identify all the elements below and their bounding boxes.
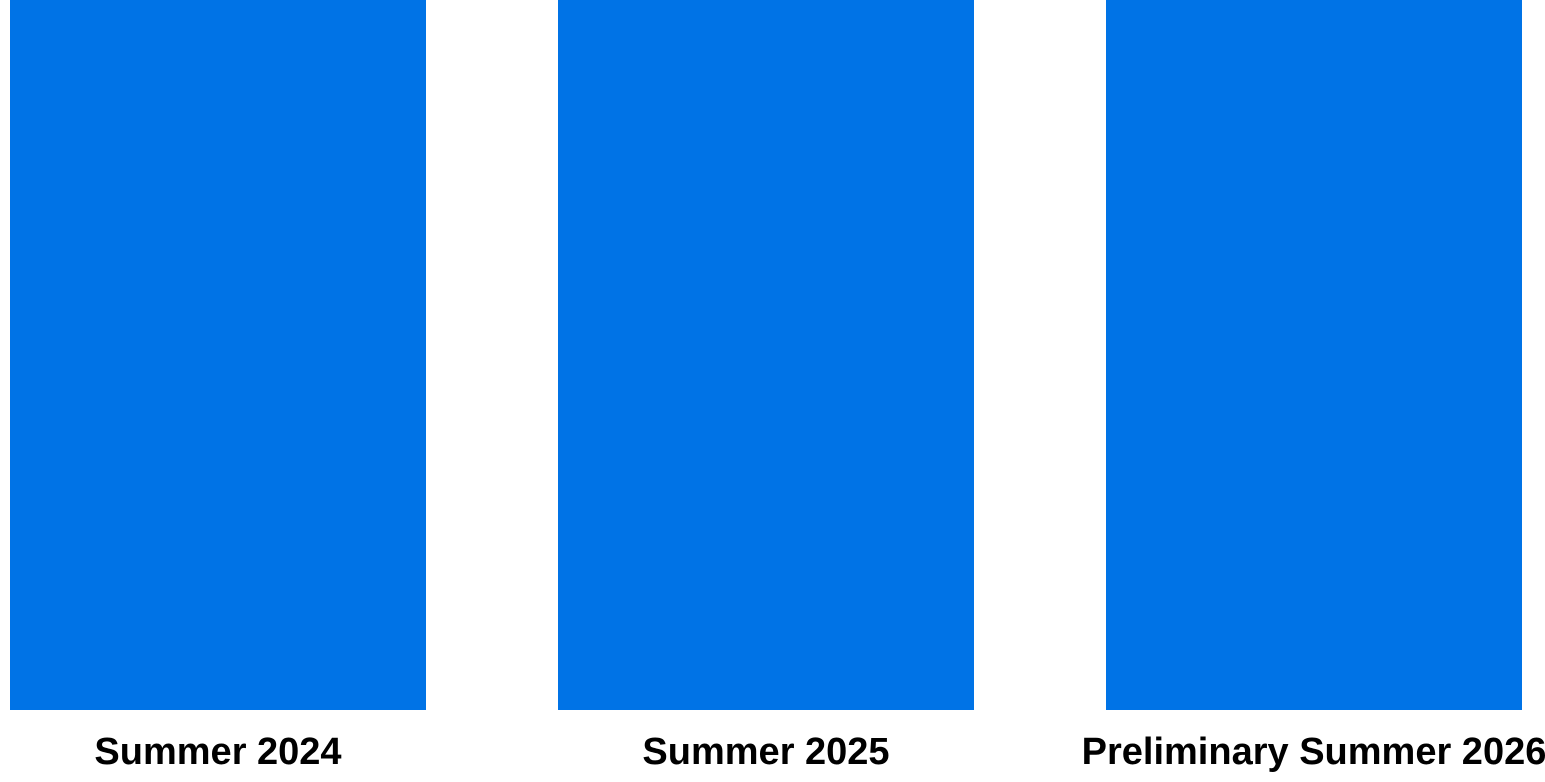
category-label-1: Summer 2024 (94, 731, 341, 773)
bar-2 (558, 0, 974, 710)
category-label-3: Preliminary Summer 2026 (1082, 731, 1545, 773)
category-label-2: Summer 2025 (642, 731, 889, 773)
bar-3 (1106, 0, 1522, 710)
bar-1 (10, 0, 426, 710)
